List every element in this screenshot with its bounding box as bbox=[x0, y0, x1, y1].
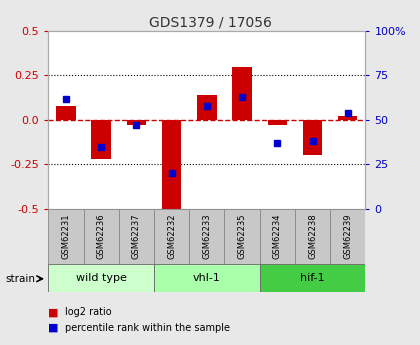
Bar bbox=[127, 120, 146, 125]
Text: GSM62233: GSM62233 bbox=[202, 214, 211, 259]
Bar bbox=[232, 67, 252, 120]
Bar bbox=[197, 95, 217, 120]
Bar bbox=[295, 209, 330, 264]
Text: ■: ■ bbox=[48, 307, 59, 317]
Bar bbox=[84, 209, 119, 264]
Bar bbox=[330, 209, 365, 264]
Text: GSM62238: GSM62238 bbox=[308, 214, 317, 259]
Text: GSM62235: GSM62235 bbox=[238, 214, 247, 259]
Text: GSM62231: GSM62231 bbox=[61, 214, 71, 259]
Text: GSM62232: GSM62232 bbox=[167, 214, 176, 259]
Text: GSM62239: GSM62239 bbox=[343, 214, 352, 259]
Bar bbox=[260, 209, 295, 264]
Bar bbox=[119, 209, 154, 264]
Bar bbox=[189, 209, 224, 264]
Bar bbox=[56, 106, 76, 120]
Text: wild type: wild type bbox=[76, 273, 126, 283]
Bar bbox=[48, 209, 84, 264]
Text: GSM62237: GSM62237 bbox=[132, 214, 141, 259]
Text: GSM62234: GSM62234 bbox=[273, 214, 282, 259]
Text: strain: strain bbox=[5, 274, 35, 284]
Text: GSM62236: GSM62236 bbox=[97, 214, 106, 259]
Text: ■: ■ bbox=[48, 323, 59, 333]
Text: percentile rank within the sample: percentile rank within the sample bbox=[65, 323, 230, 333]
Text: GDS1379 / 17056: GDS1379 / 17056 bbox=[149, 16, 271, 30]
Bar bbox=[154, 209, 189, 264]
Text: vhl-1: vhl-1 bbox=[193, 273, 221, 283]
Bar bbox=[224, 209, 260, 264]
Bar bbox=[162, 120, 181, 209]
Bar bbox=[303, 120, 322, 155]
Bar bbox=[268, 120, 287, 125]
Bar bbox=[92, 120, 111, 159]
Bar bbox=[260, 264, 365, 292]
Bar bbox=[154, 264, 260, 292]
Bar bbox=[338, 116, 357, 120]
Bar bbox=[48, 264, 154, 292]
Text: hif-1: hif-1 bbox=[300, 273, 325, 283]
Text: log2 ratio: log2 ratio bbox=[65, 307, 112, 317]
